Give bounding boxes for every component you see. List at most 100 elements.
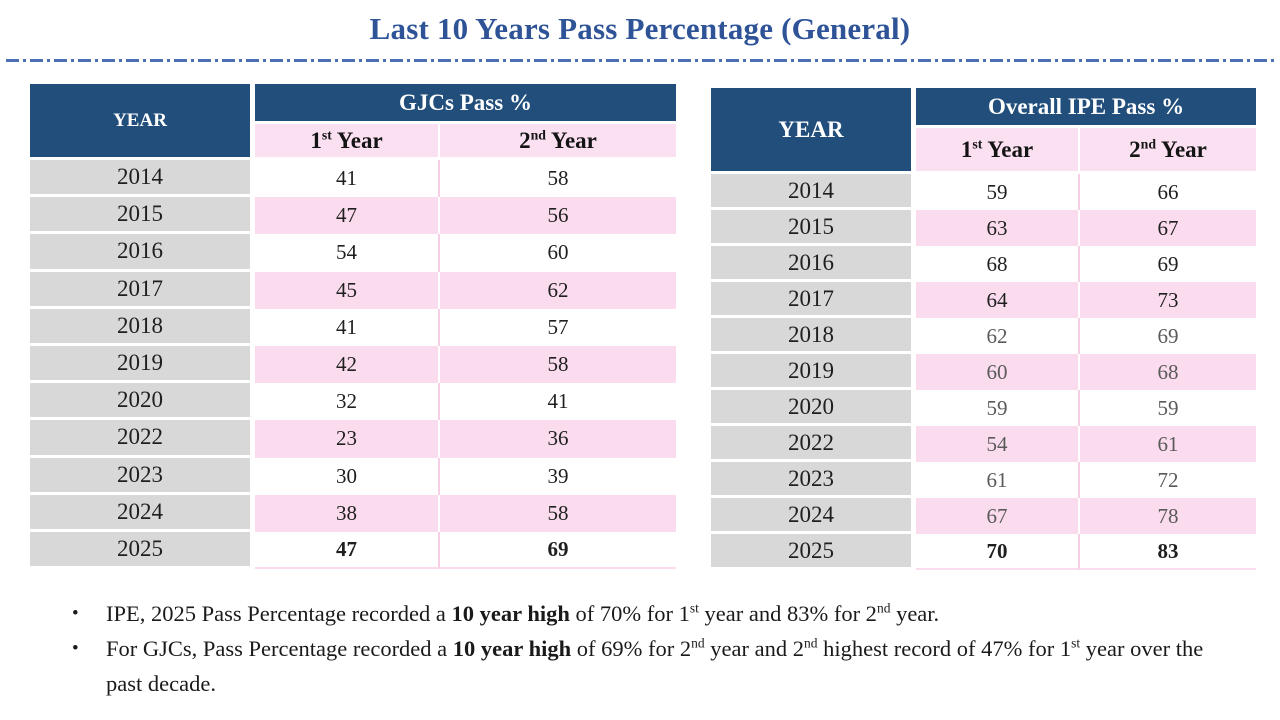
second-year-value: 62 [440, 271, 676, 309]
first-year-value: 42 [255, 345, 440, 384]
table-row: 2024 38 58 [30, 494, 676, 532]
first-year-value: 54 [255, 234, 440, 272]
first-year-value: 61 [916, 462, 1080, 498]
second-year-column-header: 2nd Year [440, 124, 676, 160]
header-text: Year [982, 136, 1034, 162]
first-year-value: 70 [916, 534, 1080, 570]
first-year-value: 63 [916, 210, 1080, 246]
ordinal-suffix: st [1071, 635, 1081, 651]
header-text: 1 [960, 136, 973, 162]
year-cell: 2022 [30, 420, 255, 458]
page-title: Last 10 Years Pass Percentage (General) [369, 11, 911, 46]
first-year-value: 30 [255, 457, 440, 495]
year-cell: 2024 [711, 498, 916, 534]
bullet-marker: • [72, 603, 79, 624]
ordinal-suffix: nd [876, 600, 891, 616]
ordinal-suffix: nd [1140, 135, 1156, 151]
ordinal-suffix: st [689, 600, 699, 616]
year-cell: 2019 [711, 354, 916, 390]
header-text: Year [545, 127, 597, 153]
table-row: 2025 70 83 [711, 534, 1257, 570]
second-year-value: 67 [1080, 210, 1257, 246]
ordinal-suffix: st [321, 126, 332, 142]
year-cell: 2018 [30, 308, 255, 346]
table-header-row: YEAR GJCs Pass % [30, 84, 676, 160]
second-year-value: 60 [440, 234, 676, 272]
table-row: 2018 62 69 [711, 318, 1257, 354]
text-segment: year and 2 [704, 635, 804, 661]
first-year-value: 47 [255, 531, 440, 570]
year-cell: 2018 [711, 318, 916, 354]
table-row: 2014 41 58 [30, 160, 676, 198]
table-row: 2020 59 59 [711, 390, 1257, 426]
text-segment: IPE, 2025 Pass Percentage recorded a [106, 601, 452, 626]
second-year-value: 58 [440, 345, 676, 384]
first-year-value: 32 [255, 383, 440, 421]
table-header-row: YEAR Overall IPE Pass % [711, 88, 1257, 174]
text-segment: year over the past decade. [106, 635, 1204, 696]
table-subheader-row: 1st Year 2nd Year [711, 128, 1257, 174]
first-year-column-header: 1st Year [255, 124, 440, 160]
year-cell: 2023 [711, 462, 916, 498]
ordinal-suffix: nd [803, 635, 818, 651]
year-cell: 2023 [30, 457, 255, 495]
first-year-value: 59 [916, 174, 1080, 210]
year-cell: 2024 [30, 494, 255, 532]
table-row: 2022 23 36 [30, 420, 676, 458]
table-row: 2019 60 68 [711, 354, 1257, 390]
year-cell: 2019 [30, 345, 255, 384]
first-year-value: 64 [916, 282, 1080, 318]
bullet-marker: • [72, 637, 79, 659]
year-cell: 2025 [711, 534, 916, 570]
text-segment: highest record of 47% for 1 [817, 635, 1072, 661]
table-row: 2019 42 58 [30, 345, 676, 384]
table-row: 2025 47 69 [30, 531, 676, 570]
ordinal-suffix: nd [691, 635, 705, 651]
header-text: 2 [519, 127, 531, 153]
first-year-value: 47 [255, 197, 440, 235]
second-year-value: 39 [440, 457, 676, 495]
bullet-item-gjc: • For GJCs, Pass Percentage recorded a 1… [72, 632, 1224, 702]
year-cell: 2020 [30, 383, 255, 421]
first-year-value: 41 [255, 308, 440, 346]
ordinal-suffix: nd [530, 126, 546, 142]
table-row: 2016 54 60 [30, 234, 676, 272]
table-row: 2015 63 67 [711, 210, 1257, 246]
year-cell: 2025 [30, 531, 255, 570]
header-text: 2 [1129, 136, 1141, 162]
second-year-value: 59 [1080, 390, 1257, 426]
text-segment: year and 83% for 2 [698, 601, 877, 626]
table-row: 2015 47 56 [30, 197, 676, 235]
table-row: 2020 32 41 [30, 383, 676, 421]
ordinal-suffix: st [972, 135, 983, 151]
bullet-text: IPE, 2025 Pass Percentage recorded a 10 … [106, 597, 939, 632]
header-text: Year [331, 127, 383, 153]
year-column-header: YEAR [30, 84, 255, 160]
first-year-value: 62 [916, 318, 1080, 354]
first-year-value: 54 [916, 426, 1080, 462]
table-row: 2023 30 39 [30, 457, 676, 495]
table-row: 2017 64 73 [711, 282, 1257, 318]
table-row: 2018 41 57 [30, 308, 676, 346]
year-cell: 2022 [711, 426, 916, 462]
year-cell: 2016 [30, 234, 255, 272]
table-row: 2017 45 62 [30, 271, 676, 309]
table-row: 2023 61 72 [711, 462, 1257, 498]
table-subheader-row: 1st Year 2nd Year [30, 124, 676, 160]
year-column-header: YEAR [711, 88, 916, 174]
second-year-value: 78 [1080, 498, 1257, 534]
highlight-text: 10 year high [452, 635, 572, 661]
year-cell: 2020 [711, 390, 916, 426]
first-year-value: 38 [255, 494, 440, 532]
text-segment: year. [890, 601, 940, 626]
group-header: GJCs Pass % [255, 84, 676, 124]
first-year-value: 59 [916, 390, 1080, 426]
second-year-value: 58 [440, 160, 676, 198]
first-year-value: 45 [255, 271, 440, 309]
year-cell: 2014 [711, 174, 916, 210]
text-segment: of 70% for 1 [569, 601, 690, 626]
first-year-column-header: 1st Year [916, 128, 1080, 174]
second-year-value: 57 [440, 308, 676, 346]
second-year-value: 68 [1080, 354, 1257, 390]
